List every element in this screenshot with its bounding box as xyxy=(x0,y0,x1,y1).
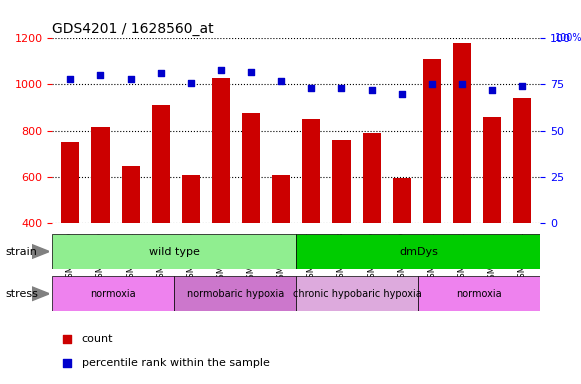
Bar xyxy=(62,142,80,315)
Text: normoxia: normoxia xyxy=(457,289,502,299)
Bar xyxy=(121,166,139,315)
Text: GDS4201 / 1628560_at: GDS4201 / 1628560_at xyxy=(52,22,214,36)
Point xyxy=(337,85,346,91)
Point xyxy=(457,81,467,88)
Bar xyxy=(423,59,441,315)
Bar xyxy=(242,113,260,315)
Point xyxy=(126,76,135,82)
Text: percentile rank within the sample: percentile rank within the sample xyxy=(81,358,270,368)
Bar xyxy=(302,119,320,315)
Point xyxy=(62,336,71,342)
Bar xyxy=(453,43,471,315)
Bar xyxy=(332,141,350,315)
Point xyxy=(246,68,256,74)
Point xyxy=(487,87,497,93)
Text: normobaric hypoxia: normobaric hypoxia xyxy=(187,289,284,299)
Bar xyxy=(91,127,110,315)
Point xyxy=(216,67,225,73)
Point xyxy=(62,360,71,366)
FancyBboxPatch shape xyxy=(174,276,296,311)
Polygon shape xyxy=(32,245,49,258)
Point xyxy=(277,78,286,84)
Point xyxy=(96,72,105,78)
FancyBboxPatch shape xyxy=(418,276,540,311)
Text: dmDys: dmDys xyxy=(399,247,437,257)
Point xyxy=(156,70,166,76)
FancyBboxPatch shape xyxy=(296,276,418,311)
Text: count: count xyxy=(81,334,113,344)
FancyBboxPatch shape xyxy=(296,234,540,269)
Text: chronic hypobaric hypoxia: chronic hypobaric hypoxia xyxy=(293,289,422,299)
Point xyxy=(66,76,75,82)
Bar xyxy=(212,78,230,315)
Point xyxy=(187,79,196,86)
Text: 100%: 100% xyxy=(555,33,581,43)
Text: normoxia: normoxia xyxy=(91,289,136,299)
Bar xyxy=(483,117,501,315)
Bar xyxy=(272,175,290,315)
Bar xyxy=(182,175,200,315)
Point xyxy=(307,85,316,91)
Bar xyxy=(152,105,170,315)
Text: strain: strain xyxy=(6,247,38,257)
FancyBboxPatch shape xyxy=(52,234,296,269)
Bar xyxy=(363,133,381,315)
Point xyxy=(367,87,376,93)
Text: stress: stress xyxy=(6,289,39,299)
Bar xyxy=(513,98,531,315)
Point xyxy=(518,83,527,89)
Polygon shape xyxy=(32,287,49,301)
Bar xyxy=(393,179,411,315)
FancyBboxPatch shape xyxy=(52,276,174,311)
Text: wild type: wild type xyxy=(149,247,200,257)
Point xyxy=(397,91,406,97)
Point xyxy=(427,81,436,88)
